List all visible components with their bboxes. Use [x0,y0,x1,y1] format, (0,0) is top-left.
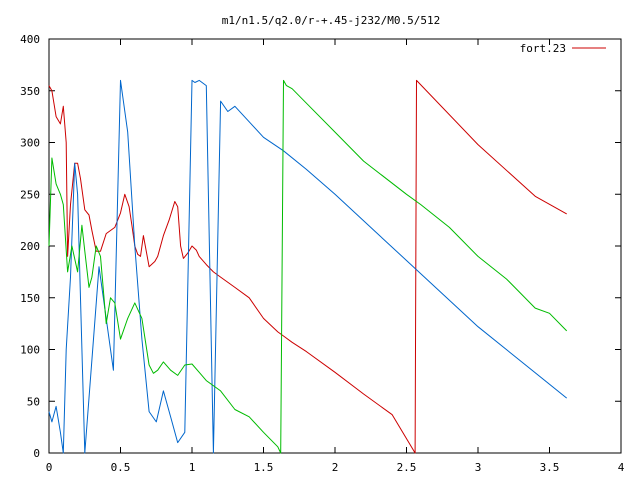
series-line-3 [48,79,568,454]
x-tick-label: 3 [475,461,482,474]
legend: fort.23 [520,42,606,55]
series-line-1 [48,79,567,454]
y-tick-label: 250 [20,188,40,201]
x-tick-label: 4 [618,461,625,474]
y-tick-label: 350 [20,85,40,98]
x-tick-label: 0 [46,461,53,474]
y-tick-label: 200 [20,240,40,253]
series-line-2 [48,79,568,454]
y-tick-label: 400 [20,33,40,46]
legend-label-fort-23: fort.23 [520,42,566,55]
y-tick-label: 150 [20,292,40,305]
axis-ticks: 0 0.5 1 1.5 2 2.5 3 3.5 4 0 50 100 150 200 250 300 350 40… [20,33,625,474]
y-tick-label: 100 [20,344,40,357]
y-tick-label: 300 [20,137,40,150]
x-tick-label: 1.5 [254,461,274,474]
x-tick-label: 0.5 [111,461,131,474]
y-tick-label: 50 [27,395,40,408]
y-tick-label: 0 [33,447,40,460]
chart-title: m1/n1.5/q2.0/r-+.45-j232/M0.5/512 [222,14,441,27]
x-tick-label: 3.5 [540,461,560,474]
series-layer [48,79,568,454]
x-tick-label: 1 [189,461,196,474]
x-tick-label: 2 [332,461,339,474]
x-tick-label: 2.5 [397,461,417,474]
